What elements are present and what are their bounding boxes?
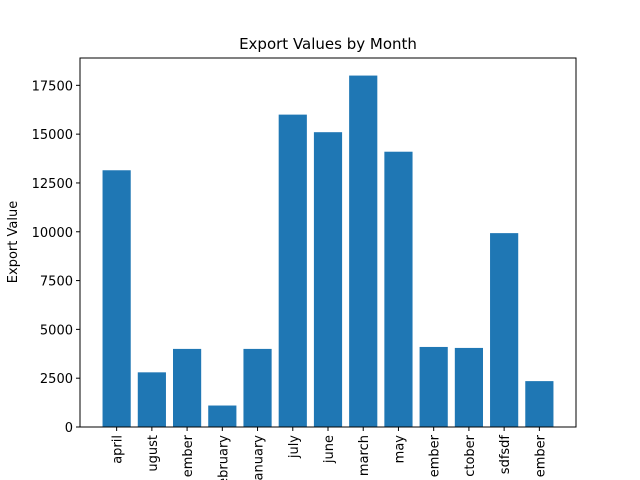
y-tick-label: 2500 (40, 372, 73, 387)
bar (384, 151, 413, 427)
y-axis-label: Export Value (6, 201, 21, 283)
y-tick-label: 5000 (40, 323, 73, 338)
bar (490, 233, 519, 427)
x-tick-label: ember (181, 434, 196, 477)
y-tick-label: 7500 (40, 275, 73, 290)
x-tick-label: sdfsdf (498, 435, 513, 475)
bar (173, 348, 202, 427)
bar (349, 75, 378, 428)
x-tick-label: ember (428, 434, 443, 477)
y-tick-label: 0 (65, 421, 73, 436)
x-tick-label: ebruary (216, 435, 231, 480)
bar (278, 114, 307, 427)
x-tick-label: july (287, 435, 302, 459)
bar (419, 346, 448, 427)
bar (454, 347, 483, 427)
x-tick-label: june (322, 435, 337, 464)
y-tick-label: 17500 (32, 79, 73, 94)
y-tick-label: 12500 (32, 177, 73, 192)
chart-title: Export Values by Month (239, 35, 417, 53)
x-tick-label: april (111, 435, 126, 464)
x-tick-label: anuary (252, 435, 267, 480)
bar (102, 170, 131, 427)
plot-frame (79, 57, 577, 428)
x-tick-label: march (357, 435, 372, 476)
x-tick-label: ember (533, 434, 548, 477)
y-tick-label: 15000 (32, 128, 73, 143)
bar (137, 372, 166, 427)
bar (243, 348, 272, 427)
bar (208, 405, 237, 427)
bar (313, 132, 343, 427)
y-tick-label: 10000 (32, 226, 73, 241)
x-tick-label: may (392, 435, 407, 464)
x-tick-label: ugust (146, 435, 161, 472)
bar (525, 381, 554, 427)
x-tick-label: ctober (463, 434, 478, 476)
